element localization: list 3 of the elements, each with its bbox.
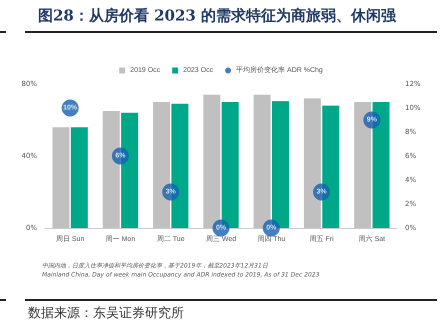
chart-title: 图28：从房价看 2023 的需求特征为商旅弱、休闲强 [38, 6, 398, 24]
source-note: 数据来源：东吴证券研究所 [28, 306, 184, 321]
bar [70, 127, 88, 228]
